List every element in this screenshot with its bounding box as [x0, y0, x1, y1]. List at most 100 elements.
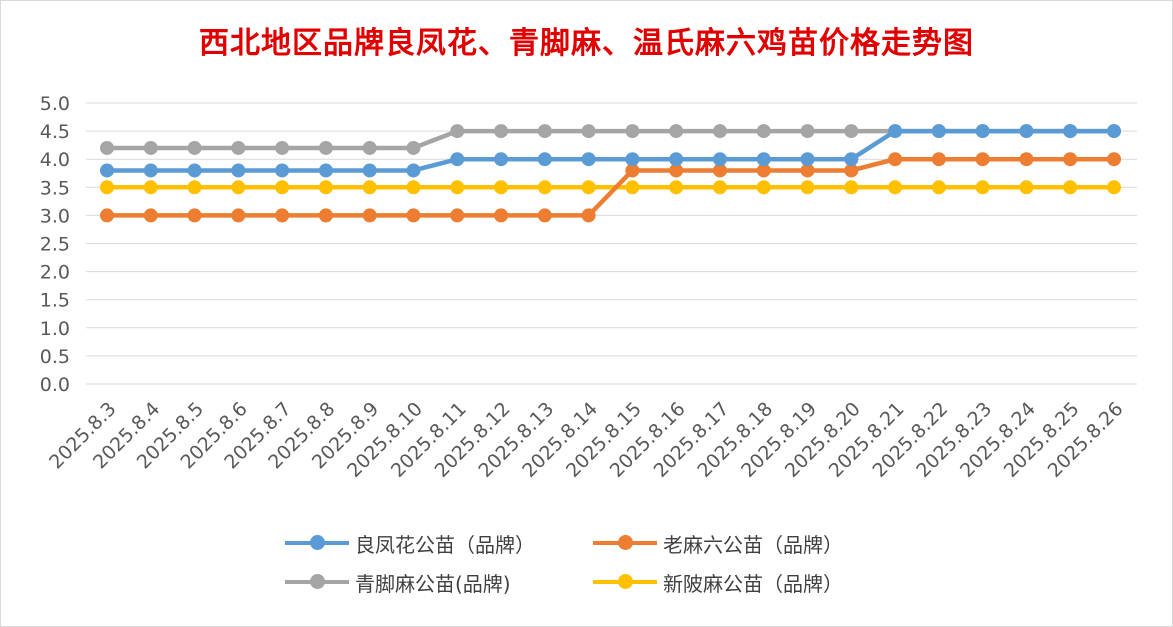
y-tick-label: 4.5 [40, 121, 70, 143]
data-point [494, 208, 509, 223]
data-point [450, 180, 465, 195]
data-point [537, 124, 552, 139]
data-point [712, 152, 727, 167]
y-tick-label: 0.0 [40, 374, 70, 396]
data-point [362, 163, 377, 178]
data-point [275, 163, 290, 178]
data-point [406, 208, 421, 223]
x-axis-ticks: 2025.8.32025.8.42025.8.52025.8.62025.8.7… [45, 398, 1127, 482]
data-point [1107, 152, 1121, 167]
data-point [712, 163, 727, 178]
data-point [1019, 180, 1034, 195]
chart-title: 西北地区品牌良凤花、青脚麻、温氏麻六鸡苗价格走势图 [199, 26, 974, 61]
data-point [450, 152, 465, 167]
data-point [1019, 124, 1034, 139]
series-0 [100, 124, 1121, 178]
data-point [800, 163, 815, 178]
data-point [362, 140, 377, 155]
data-point [931, 152, 946, 167]
data-point [275, 208, 290, 223]
legend-marker-laomaliu [593, 528, 657, 558]
data-point [581, 152, 596, 167]
y-tick-label: 0.5 [40, 346, 70, 368]
data-point [975, 180, 990, 195]
y-tick-label: 1.5 [40, 290, 70, 312]
data-point [494, 124, 509, 139]
data-point [318, 140, 333, 155]
legend-item-laomaliu: 老麻六公苗（品牌） [593, 528, 843, 558]
y-tick-label: 2.5 [40, 234, 70, 256]
data-point [931, 124, 946, 139]
data-point [406, 163, 421, 178]
data-point [1107, 180, 1121, 195]
series-2 [100, 124, 1121, 155]
legend-label-laomaliu: 老麻六公苗（品牌） [663, 532, 843, 557]
data-point [581, 208, 596, 223]
data-point [625, 180, 640, 195]
data-point [756, 180, 771, 195]
data-point [625, 152, 640, 167]
y-tick-label: 3.5 [40, 177, 70, 199]
data-point [975, 152, 990, 167]
legend-label-qingjiaoma: 青脚麻公苗(品牌) [355, 571, 511, 596]
series-line [107, 128, 1114, 151]
data-point [494, 152, 509, 167]
series-line [107, 156, 1114, 218]
data-point [143, 208, 158, 223]
data-point [888, 124, 903, 139]
data-point [888, 180, 903, 195]
data-point [100, 140, 114, 155]
data-point [1063, 180, 1078, 195]
data-point [537, 208, 552, 223]
data-point [318, 180, 333, 195]
series-line [107, 128, 1114, 173]
legend-marker-liangfenghua [285, 528, 349, 558]
data-point [406, 180, 421, 195]
legend-item-xinpima: 新陂麻公苗（品牌） [593, 567, 843, 597]
data-point [844, 124, 859, 139]
data-point [625, 124, 640, 139]
data-point [494, 180, 509, 195]
data-point [537, 152, 552, 167]
data-point [231, 140, 246, 155]
data-point [1019, 152, 1034, 167]
data-point [100, 180, 114, 195]
legend-item-qingjiaoma: 青脚麻公苗(品牌) [285, 567, 511, 597]
data-point [537, 180, 552, 195]
y-tick-label: 2.0 [40, 262, 70, 284]
data-point [143, 180, 158, 195]
data-point [143, 140, 158, 155]
y-tick-label: 3.0 [40, 205, 70, 227]
data-point [362, 180, 377, 195]
legend-item-liangfenghua: 良凤花公苗（品牌） [285, 528, 535, 558]
data-point [888, 152, 903, 167]
data-point [275, 140, 290, 155]
legend-marker-qingjiaoma [285, 567, 349, 597]
data-point [800, 152, 815, 167]
data-point [712, 124, 727, 139]
data-point [187, 163, 202, 178]
data-point [231, 180, 246, 195]
data-point [143, 163, 158, 178]
data-point [756, 152, 771, 167]
data-point [625, 163, 640, 178]
y-tick-label: 1.0 [40, 318, 70, 340]
data-point [1107, 124, 1121, 139]
data-point [1063, 124, 1078, 139]
data-point [712, 180, 727, 195]
data-point [844, 152, 859, 167]
data-point [756, 163, 771, 178]
data-point [669, 152, 684, 167]
data-point [581, 180, 596, 195]
data-point [318, 208, 333, 223]
y-axis-ticks: 0.0 0.5 1.0 1.5 2.0 2.5 3.0 3.5 4.0 4.5 5.0 [40, 93, 70, 396]
legend-marker-xinpima [593, 567, 657, 597]
y-tick-label: 5.0 [40, 93, 70, 115]
y-tick-label: 4.0 [40, 149, 70, 171]
data-point [187, 208, 202, 223]
data-point [275, 180, 290, 195]
data-point [362, 208, 377, 223]
data-point [669, 124, 684, 139]
